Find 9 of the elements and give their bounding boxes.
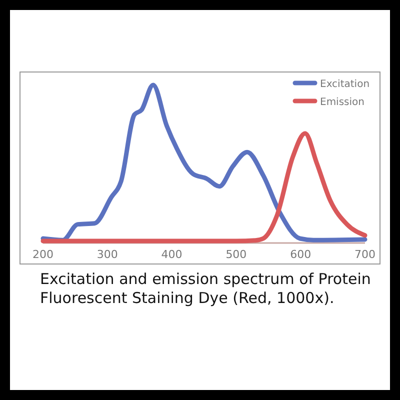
x-tick-label: 400 [161,248,182,261]
legend-label: Excitation [320,79,370,90]
x-tick-label: 300 [96,248,118,261]
x-tick-label: 600 [290,248,312,261]
legend-label: Emission [320,97,364,108]
x-tick-label: 700 [354,248,376,261]
x-tick-label: 200 [32,248,54,261]
text: Excitation and emission spectrum of Protein Fluorescent Staining Dye (Red, 1000x). [40,270,372,308]
x-tick-label: 500 [226,248,247,261]
